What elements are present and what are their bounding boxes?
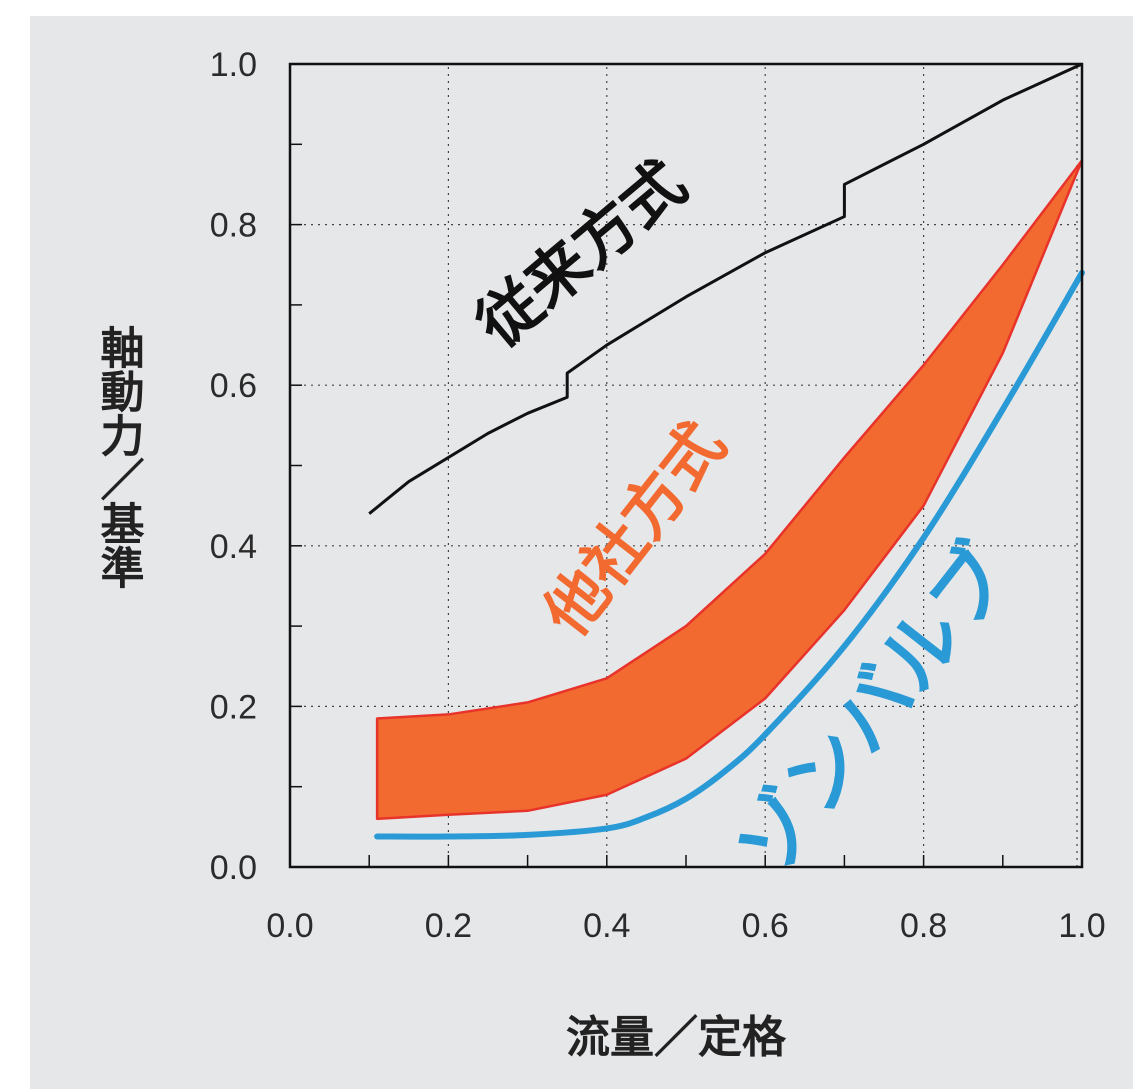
series-band-other-company bbox=[375, 159, 1084, 821]
tick-marks bbox=[290, 143, 1004, 867]
tick-labels: 0.0 0.2 0.4 0.6 0.8 1.0 0.0 0.2 0.4 0.6 0.8 1.0 bbox=[210, 46, 1106, 945]
x-tick-label: 1.0 bbox=[1058, 907, 1105, 945]
y-tick-label: 0.8 bbox=[210, 207, 257, 245]
y-tick-label: 1.0 bbox=[210, 46, 257, 84]
annotation-conventional: 従来方式 bbox=[462, 146, 700, 362]
x-tick-label: 0.6 bbox=[742, 907, 789, 945]
y-axis-label: 軸動力／基準 bbox=[93, 325, 145, 589]
y-tick-label: 0.0 bbox=[210, 849, 257, 887]
x-tick-label: 0.4 bbox=[583, 907, 630, 945]
x-tick-label: 0.0 bbox=[266, 907, 313, 945]
y-tick-label: 0.2 bbox=[210, 688, 257, 726]
x-tick-label: 0.2 bbox=[425, 907, 472, 945]
x-axis-label: 流量／定格 bbox=[566, 1012, 787, 1063]
y-tick-label: 0.4 bbox=[210, 528, 257, 566]
x-tick-label: 0.8 bbox=[900, 907, 947, 945]
y-tick-label: 0.6 bbox=[210, 367, 257, 405]
plot-area bbox=[368, 62, 1085, 840]
series-line-zon-valve bbox=[374, 269, 1085, 840]
chart-panel bbox=[30, 16, 1133, 1089]
series-line-conventional bbox=[368, 62, 1083, 515]
